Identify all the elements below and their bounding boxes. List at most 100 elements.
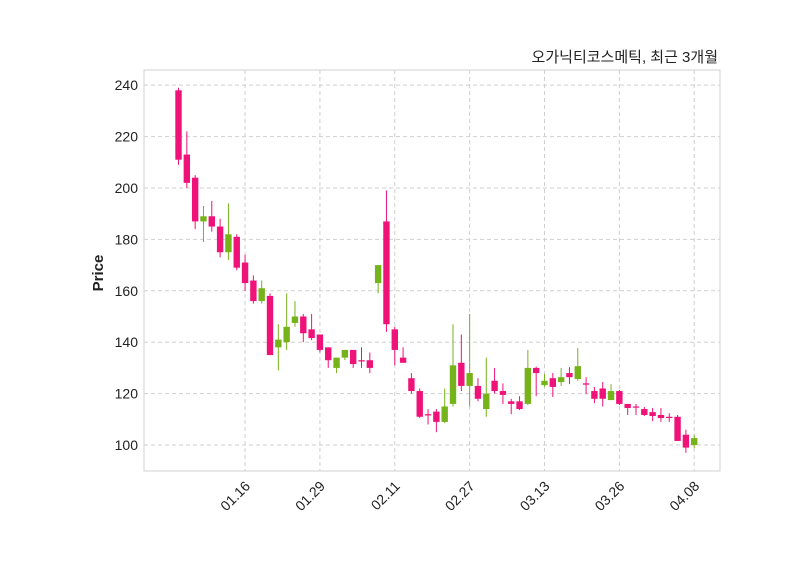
candle-down [208, 200, 215, 232]
candle-body [341, 349, 349, 358]
candle-down [300, 313, 307, 343]
y-tick-label: 240 [115, 77, 139, 93]
y-tick-label: 220 [115, 129, 139, 145]
candle-up [258, 280, 265, 304]
candle-body [316, 334, 324, 350]
candle-down [616, 390, 623, 405]
candle-body [308, 329, 315, 339]
candle-up [291, 301, 299, 327]
candle-down [624, 403, 631, 415]
candle-body [499, 391, 507, 395]
candle-body [291, 316, 299, 323]
candle-body [657, 414, 665, 419]
candle-up [541, 374, 548, 387]
candle-down [682, 429, 690, 453]
candle-body [466, 373, 473, 386]
y-tick-label: 100 [115, 437, 139, 453]
y-tick-label: 160 [115, 283, 139, 299]
candle-down [674, 414, 681, 441]
candle-down [399, 347, 407, 363]
candle-up [449, 324, 457, 407]
candle-body [300, 316, 307, 334]
grid-lines [144, 70, 720, 471]
candle-down [632, 403, 640, 415]
candles [175, 87, 698, 453]
candle-body [283, 326, 290, 343]
candle-body [200, 216, 207, 222]
candle-down [308, 313, 315, 341]
candle-body [682, 434, 690, 448]
candle-up [557, 367, 565, 386]
candle-down [599, 382, 606, 407]
y-tick-label: 120 [115, 386, 139, 402]
candle-up [283, 293, 290, 350]
candle-body [616, 391, 623, 404]
candle-body [541, 380, 548, 386]
candle-body [208, 216, 215, 227]
candle-down [383, 190, 390, 332]
candle-down [433, 409, 440, 433]
candle-up [574, 348, 581, 381]
candle-body [349, 349, 357, 365]
candle-down [358, 347, 365, 368]
candle-body [325, 347, 332, 361]
y-tick-label: 200 [115, 180, 139, 196]
candle-up [341, 349, 349, 361]
candle-down [666, 413, 673, 422]
candle-down [216, 218, 224, 258]
candle-body [233, 236, 240, 268]
candle-up [483, 357, 490, 417]
candle-up [275, 324, 282, 371]
candle-down [458, 334, 465, 392]
candle-body [333, 357, 340, 368]
candle-body [516, 401, 523, 410]
candle-body [591, 391, 598, 399]
candle-up [374, 265, 382, 294]
candle-body [532, 367, 540, 374]
candle-body [391, 329, 398, 350]
candle-body [175, 90, 182, 160]
candle-up [691, 434, 698, 449]
candle-down [175, 87, 182, 165]
candle-down [241, 254, 249, 291]
y-tick-label: 180 [115, 231, 139, 247]
candle-body [458, 362, 465, 386]
candle-body [607, 391, 615, 401]
candle-body [474, 385, 482, 399]
candle-body [191, 177, 199, 222]
candle-body [566, 373, 573, 378]
candle-down [316, 334, 324, 353]
candle-body [374, 265, 382, 284]
plot-frame [143, 69, 721, 472]
candle-body [649, 412, 656, 416]
candle-down [424, 409, 432, 425]
candle-body [557, 377, 565, 383]
candle-body [183, 154, 191, 183]
y-axis-label: Price [90, 255, 107, 292]
candle-body [408, 378, 415, 392]
candle-down [582, 377, 590, 395]
candle-down [657, 408, 665, 422]
candle-down [250, 275, 257, 304]
y-axis: 100 120 140 160 180 200 220 240 [115, 77, 139, 453]
candle-body [574, 366, 581, 379]
candle-body [399, 357, 407, 363]
candle-body [524, 367, 532, 404]
chart-title: 오가닉티코스메틱, 최근 3개월 [532, 49, 718, 66]
candle-body [491, 380, 498, 392]
candle-body [216, 226, 224, 253]
candle-down [549, 373, 557, 397]
candle-body [441, 406, 448, 422]
candle-body [225, 234, 232, 253]
candle-down [591, 386, 598, 404]
candle-body [416, 391, 423, 417]
candle-body [674, 416, 681, 441]
candle-down [266, 293, 274, 356]
candle-down [516, 396, 523, 411]
candle-up [333, 357, 340, 374]
candle-down [325, 347, 332, 368]
candle-body [641, 409, 648, 415]
candle-up [524, 349, 532, 405]
candle-up [607, 384, 615, 401]
candle-down [566, 367, 573, 385]
